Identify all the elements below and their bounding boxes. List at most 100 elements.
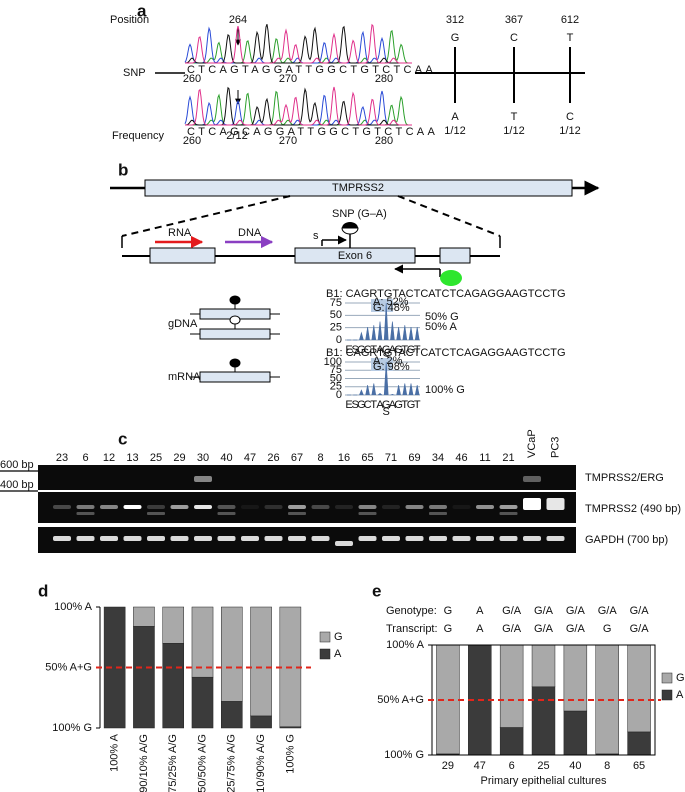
y-tick-label: 100% A <box>386 639 425 651</box>
rna-label: RNA <box>168 227 192 239</box>
gel <box>38 465 576 490</box>
pyro-peak <box>377 392 383 396</box>
band <box>288 512 306 515</box>
band <box>53 505 71 509</box>
x-tick-label: 8 <box>604 760 610 772</box>
lane-label: 34 <box>432 452 444 464</box>
lane-label: 16 <box>338 452 350 464</box>
band <box>241 505 259 509</box>
x-tick-label: 47 <box>474 760 486 772</box>
scale-label: 260 <box>183 73 201 85</box>
pyro-result: 100% G <box>425 384 465 396</box>
genotype-value: A <box>476 605 484 617</box>
pyro-base: G <box>357 399 366 411</box>
transcript-value: A <box>476 623 484 635</box>
band <box>405 536 424 541</box>
pyro-sequence: B1: CAGRTGTACTCATCTCAGAGGAAGTCCTG <box>326 347 566 359</box>
band <box>499 536 518 541</box>
lane-label: 12 <box>103 452 115 464</box>
genotype-value: G <box>444 605 453 617</box>
lane-label: 69 <box>408 452 420 464</box>
x-tick-label: 75/25% A/G <box>167 734 179 792</box>
band <box>429 512 447 515</box>
legend-label: G <box>676 672 685 684</box>
pyro-axis-label: 50 <box>330 372 342 384</box>
x-tick-label: 25 <box>537 760 549 772</box>
band <box>429 536 447 541</box>
band <box>100 505 118 509</box>
bar-segment <box>103 606 126 729</box>
chromatogram-trace <box>184 90 412 126</box>
pyro-peak <box>402 325 408 341</box>
pyro-call: A: 2% <box>373 355 403 367</box>
genotype-label: Genotype: <box>386 605 437 617</box>
x-tick-label: 25/75% A/G <box>226 734 238 792</box>
frequency-label: Frequency <box>112 130 164 142</box>
lane-label: 71 <box>385 452 397 464</box>
band <box>194 536 212 541</box>
genotype-value: G/A <box>598 605 618 617</box>
x-tick-label: 10/90% A/G <box>255 734 267 792</box>
genotype-value: G/A <box>566 605 586 617</box>
pyro-peak <box>383 361 389 396</box>
band <box>264 505 283 509</box>
pyro-base: A <box>376 399 384 411</box>
band <box>546 498 565 510</box>
chromatogram-trace <box>184 86 412 126</box>
band <box>476 536 494 541</box>
band <box>382 536 400 541</box>
snp-label: SNP (G–A) <box>332 208 387 220</box>
band <box>523 476 541 482</box>
pyro-peak <box>377 321 383 341</box>
pyro-base: G <box>394 399 403 411</box>
band <box>53 536 71 541</box>
band <box>147 505 165 509</box>
allele-frequency: 1/12 <box>503 125 524 137</box>
bar-segment <box>191 676 214 729</box>
band <box>288 536 306 541</box>
transcript-value: G <box>444 623 453 635</box>
pyro-base: T <box>370 344 377 356</box>
band <box>217 536 236 541</box>
band <box>358 536 377 541</box>
pyro-snp-base: S <box>383 351 390 363</box>
band <box>123 505 142 509</box>
pyro-peak <box>396 385 401 396</box>
major-allele: T <box>567 32 574 44</box>
pyro-axis-label: 100 <box>324 356 342 368</box>
x-tick-label: 40 <box>569 760 581 772</box>
y-tick-label: 100% G <box>384 749 424 761</box>
band <box>311 536 330 541</box>
band <box>123 536 142 541</box>
minor-allele: C <box>566 111 574 123</box>
transcript-value: G/A <box>534 623 554 635</box>
bar-segment <box>250 606 272 717</box>
scale-label: 270 <box>279 73 297 85</box>
band <box>523 498 541 510</box>
pyro-base: T <box>401 399 408 411</box>
pyro-sequence: B1: CAGRTGTACTCATCTCAGAGGAAGTCCTG <box>326 288 566 300</box>
x-tick-label: 6 <box>509 760 515 772</box>
band <box>452 505 471 509</box>
pyro-base: G <box>382 399 391 411</box>
transcript-value: G/A <box>630 623 650 635</box>
pyro-peak <box>371 383 377 396</box>
pyro-axis-label: 25 <box>330 381 342 393</box>
dna-label: DNA <box>238 227 262 239</box>
minor-allele: T <box>511 111 518 123</box>
legend-swatch <box>661 672 673 684</box>
bar-segment <box>499 727 524 756</box>
mrna-label: mRNA <box>168 371 201 383</box>
pyro-base: G <box>382 344 391 356</box>
lane-label: 25 <box>150 452 162 464</box>
pyro-peak <box>408 327 414 341</box>
pyro-base: T <box>370 399 377 411</box>
pyro-call: G: 98% <box>373 361 410 373</box>
bar-segment <box>220 701 243 729</box>
sequence: CTCAGTAGGATTGGCTGTCTCAA <box>187 64 436 76</box>
panel-label: c <box>118 429 127 448</box>
pyro-base: S <box>352 399 359 411</box>
band <box>405 505 424 509</box>
lane-label: 26 <box>267 452 279 464</box>
pyro-call: G: 48% <box>373 302 410 314</box>
